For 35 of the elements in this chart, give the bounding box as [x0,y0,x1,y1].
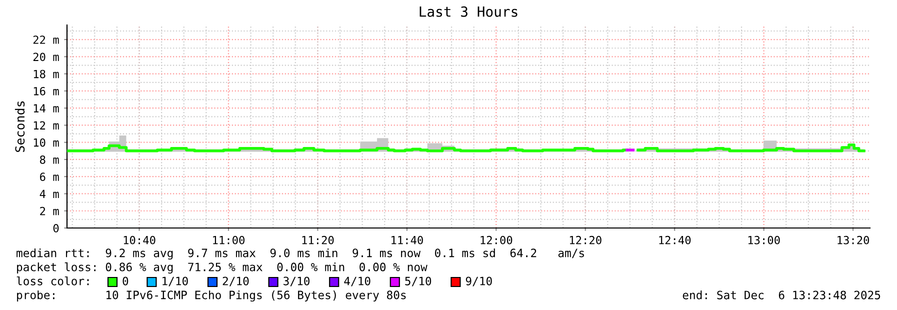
x-tick-label: 12:00 [480,236,512,244]
text: probe: 10 IPv6-ICMP Echo Pings (56 Bytes) every 80s [17,290,406,302]
x-tick-label: 11:00 [213,236,244,244]
legend-label: 1/10 [162,276,188,286]
y-tick-label: 14 m [34,104,59,112]
x-tick-label: 12:40 [659,236,691,244]
x-tick-label: 11:40 [392,236,423,244]
y-tick-label: 20 m [33,52,59,62]
legend-label: 0 [122,276,128,286]
legend-label: 4/10 [344,276,370,286]
y-tick-label: 16 m [34,86,59,96]
text: packet loss: 0.86 % avg 71.25 % max 0.00 % min 0.00 % now [17,262,428,274]
y-axis-title: Seconds [14,101,25,152]
x-tick-label: 11:20 [302,236,334,244]
y-tick-label: 6 m [40,172,59,182]
x-tick-label: 13:20 [838,236,870,244]
y-tick-label: 2 m [40,206,59,216]
legend-label: 3/10 [284,276,310,286]
x-tick-label: 10:40 [124,236,156,244]
y-tick-label: 8 m [40,155,59,164]
text: end: Sat Dec 6 13:23:48 2025 [682,290,880,300]
legend-title: loss color: [16,276,89,286]
y-tick-label: 4 m [40,190,59,198]
x-tick-label: 12:20 [570,236,602,244]
chart-title: Last 3 Hours [420,6,518,17]
legend-label: 9/10 [466,276,492,286]
y-tick-label: 18 m [34,70,59,78]
text: median rtt: 9.2 ms avg 9.7 ms max 9.0 ms min 9.1 ms now 0.1 ms sd 64.2 am/s [16,248,584,260]
legend-label: 2/10 [222,276,249,286]
legend-label: 5/10 [405,276,432,286]
x-tick-label: 13:00 [748,236,780,244]
y-tick-label: 22 m [33,36,59,44]
y-tick-label: 0 [53,224,59,232]
y-tick-label: 12 m [34,121,59,130]
y-tick-label: 10 m [34,138,59,147]
